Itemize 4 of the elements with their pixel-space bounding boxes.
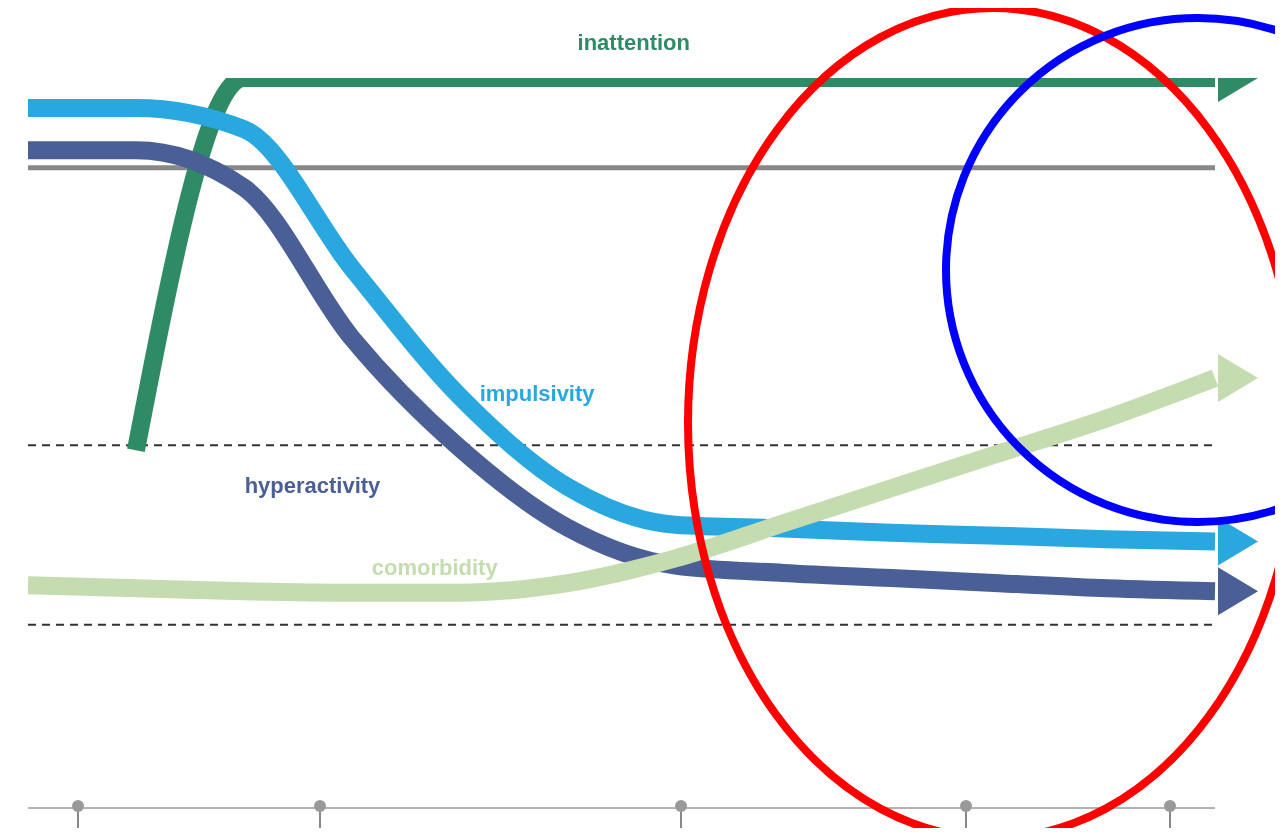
series-label: impulsivity bbox=[479, 381, 596, 407]
series-label: inattention bbox=[577, 30, 690, 55]
text: hyperactivity bbox=[244, 473, 382, 499]
series-label: comorbidity bbox=[371, 554, 499, 580]
